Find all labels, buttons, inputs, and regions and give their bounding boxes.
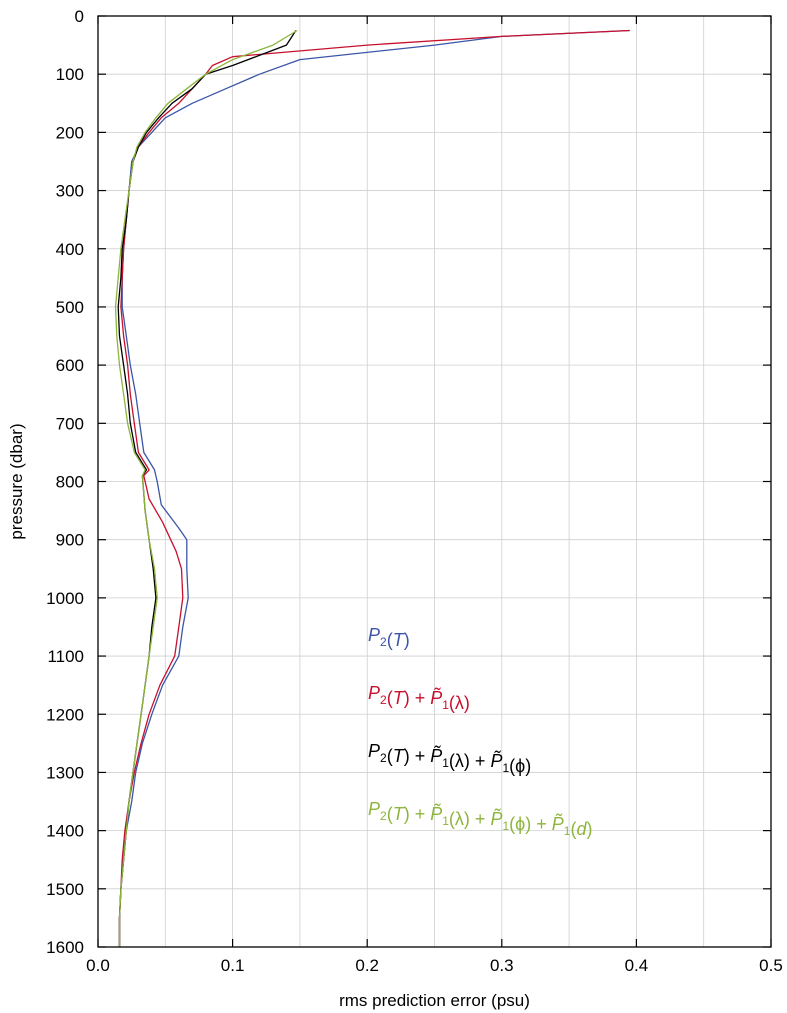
x-tick-label: 0.3 xyxy=(490,956,514,975)
x-axis-tick-labels: 0.0 0.1 0.2 0.3 0.4 0.5 xyxy=(86,956,783,975)
y-tick-label: 1200 xyxy=(46,705,84,724)
series-line-4 xyxy=(114,29,298,947)
x-tick-label: 0.2 xyxy=(355,956,379,975)
series-line-3 xyxy=(117,30,297,947)
x-tick-label: 0.5 xyxy=(759,956,783,975)
legend-entry-2: P2(T) + P̃1(λ) xyxy=(368,683,470,713)
series-line-2 xyxy=(118,29,630,947)
y-axis-title: pressure (dbar) xyxy=(7,423,26,539)
y-tick-label: 1300 xyxy=(46,763,84,782)
x-tick-label: 0.4 xyxy=(625,956,649,975)
series-lines xyxy=(114,29,630,947)
axis-ticks xyxy=(97,15,772,948)
y-tick-label: 800 xyxy=(56,473,84,492)
legend-entry-1: P2(T) xyxy=(368,625,410,650)
y-tick-label: 200 xyxy=(56,123,84,142)
legend-entry-4: P2(T) + P̃1(λ) + P̃1(ϕ) + P̃1(d) xyxy=(368,799,592,839)
y-tick-label: 1000 xyxy=(46,589,84,608)
y-tick-label: 1400 xyxy=(46,822,84,841)
x-axis-title: rms prediction error (psu) xyxy=(339,991,530,1010)
y-tick-label: 1100 xyxy=(47,647,84,666)
legend-entry-3: P2(T) + P̃1(λ) + P̃1(ϕ) xyxy=(368,741,531,776)
y-tick-label: 1600 xyxy=(46,938,84,957)
y-tick-label: 900 xyxy=(56,531,84,550)
y-axis-tick-labels: 0 100 200 300 400 500 600 700 800 900 1000 1100 1200… xyxy=(46,7,84,957)
y-tick-label: 400 xyxy=(56,240,84,259)
y-tick-label: 100 xyxy=(56,65,84,84)
legend: P2(T) P2(T) + P̃1(λ) P2(T) + P̃1(λ) + P̃1(… xyxy=(368,625,592,839)
x-tick-label: 0.1 xyxy=(221,956,245,975)
y-tick-label: 1500 xyxy=(46,880,84,899)
x-tick-label: 0.0 xyxy=(86,956,110,975)
y-tick-label: 0 xyxy=(75,7,84,26)
y-tick-label: 600 xyxy=(56,356,84,375)
series-line-1 xyxy=(118,29,630,947)
grid-lines xyxy=(98,16,771,947)
y-tick-label: 300 xyxy=(56,182,84,201)
y-tick-label: 500 xyxy=(56,298,84,317)
y-tick-label: 700 xyxy=(56,414,84,433)
